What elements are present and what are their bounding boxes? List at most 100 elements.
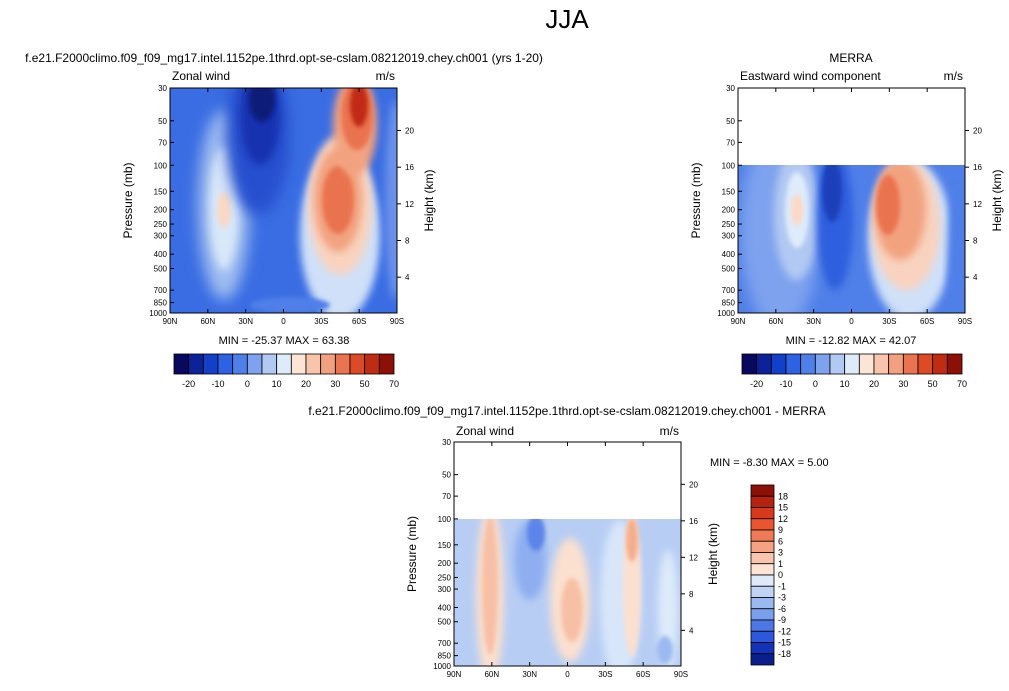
panel-diff-unit-label: m/s xyxy=(660,424,679,438)
pressure-tick-label: 700 xyxy=(438,639,452,648)
colorbar-swatch xyxy=(750,653,775,666)
ylabel-height: Height (km) xyxy=(990,169,1004,231)
colorbar-label: -6 xyxy=(778,604,786,614)
colorbar-swatch xyxy=(276,353,292,375)
height-tick-label: 16 xyxy=(689,517,698,526)
colorbar-swatch xyxy=(261,353,278,375)
pressure-tick-label: 70 xyxy=(726,138,735,147)
colorbar-label: 0 xyxy=(245,379,250,389)
colorbar-swatch xyxy=(750,507,775,520)
pressure-tick-label: 850 xyxy=(438,652,452,661)
pressure-tick-label: 400 xyxy=(154,250,168,259)
colorbar-swatch xyxy=(750,619,775,632)
lat-tick-label: 60N xyxy=(484,670,499,679)
lat-tick-label: 30N xyxy=(806,317,821,326)
pressure-tick-label: 300 xyxy=(722,232,736,241)
colorbar-obs: -20 -10 0 10 20 30 50 70 xyxy=(741,353,967,389)
pressure-tick-label: 200 xyxy=(154,206,168,215)
colorbar-swatch xyxy=(902,353,919,375)
colorbar-swatch xyxy=(858,353,875,375)
ylabel-pressure: Pressure (mb) xyxy=(689,162,703,238)
colorbar-swatch xyxy=(750,574,775,587)
ylabel-height: Height (km) xyxy=(706,523,720,585)
colorbar-swatch xyxy=(800,353,816,375)
height-tick-label: 4 xyxy=(405,273,410,282)
colorbar-swatch xyxy=(217,353,234,375)
colorbar-label: -3 xyxy=(778,593,786,603)
pressure-tick-label: 300 xyxy=(438,585,452,594)
contour-field-model xyxy=(170,88,397,313)
lat-tick-label: 60S xyxy=(636,670,650,679)
pressure-tick-label: 50 xyxy=(442,471,451,480)
lat-tick-label: 60S xyxy=(920,317,934,326)
lat-tick-label: 30S xyxy=(598,670,612,679)
height-tick-label: 20 xyxy=(689,480,698,489)
height-tick-label: 4 xyxy=(689,626,694,635)
pressure-tick-label: 30 xyxy=(158,84,167,93)
panel-diff-left-label: Zonal wind xyxy=(456,424,514,438)
pressure-tick-label: 150 xyxy=(154,187,168,196)
colorbar-label: -10 xyxy=(779,379,792,389)
pressure-tick-label: 70 xyxy=(442,492,451,501)
lat-tick-label: 30N xyxy=(522,670,537,679)
pressure-tick-label: 100 xyxy=(154,161,168,170)
colorbar-swatch xyxy=(202,353,219,375)
colorbar-swatch xyxy=(750,540,775,553)
colorbar-swatch xyxy=(770,353,787,375)
colorbar-label: -9 xyxy=(778,615,786,625)
colorbar-swatch xyxy=(750,642,775,655)
pressure-tick-label: 500 xyxy=(438,618,452,627)
pressure-tick-label: 700 xyxy=(722,286,736,295)
colorbar-label: 0 xyxy=(778,570,783,580)
ylabel-pressure: Pressure (mb) xyxy=(405,516,419,592)
colorbar-label: -10 xyxy=(211,379,224,389)
pressure-tick-label: 700 xyxy=(154,286,168,295)
colorbar-swatch xyxy=(814,353,831,375)
colorbar-swatch xyxy=(188,353,204,375)
height-tick-label: 8 xyxy=(405,237,410,246)
panel-obs-left-label: Eastward wind component xyxy=(740,69,881,83)
colorbar-swatch xyxy=(756,353,772,375)
pressure-tick-label: 150 xyxy=(438,541,452,550)
lat-tick-label: 30N xyxy=(238,317,253,326)
panel-model-title: f.e21.F2000climo.f09_f09_mg17.intel.1152… xyxy=(25,51,543,65)
panel-model-left-label: Zonal wind xyxy=(172,69,230,83)
colorbar-swatch xyxy=(750,585,775,598)
height-tick-label: 12 xyxy=(405,200,414,209)
height-tick-label: 8 xyxy=(689,590,694,599)
pressure-tick-label: 500 xyxy=(154,265,168,274)
panel-obs-title: MERRA xyxy=(829,51,872,65)
main-title: JJA xyxy=(545,4,589,34)
height-tick-label: 8 xyxy=(973,237,978,246)
colorbar-swatch xyxy=(946,353,963,375)
colorbar-label: 30 xyxy=(330,379,340,389)
colorbar-swatch xyxy=(750,518,775,531)
colorbar-label: 12 xyxy=(778,514,788,524)
colorbar-swatch xyxy=(932,353,948,375)
lat-tick-label: 60N xyxy=(768,317,783,326)
contour-field-diff xyxy=(454,519,681,666)
colorbar-label: 20 xyxy=(301,379,311,389)
height-tick-label: 20 xyxy=(405,127,414,136)
colorbar-swatch xyxy=(844,353,860,375)
colorbar-label: 20 xyxy=(869,379,879,389)
colorbar-label: 50 xyxy=(928,379,938,389)
pressure-tick-label: 200 xyxy=(438,559,452,568)
panel-diff-stats: MIN = -8.30 MAX = 5.00 xyxy=(710,457,829,469)
height-tick-label: 12 xyxy=(973,200,982,209)
colorbar-swatch xyxy=(364,353,380,375)
colorbar-label: 10 xyxy=(272,379,282,389)
colorbar-label: 70 xyxy=(389,379,399,389)
pressure-tick-label: 100 xyxy=(438,515,452,524)
contour-field-obs xyxy=(738,165,965,313)
colorbar-label: 15 xyxy=(778,503,788,513)
pressure-tick-label: 500 xyxy=(722,265,736,274)
lat-tick-label: 0 xyxy=(281,317,286,326)
colorbar-label: 10 xyxy=(840,379,850,389)
lat-tick-label: 90N xyxy=(163,317,178,326)
colorbar-swatch xyxy=(246,353,263,375)
